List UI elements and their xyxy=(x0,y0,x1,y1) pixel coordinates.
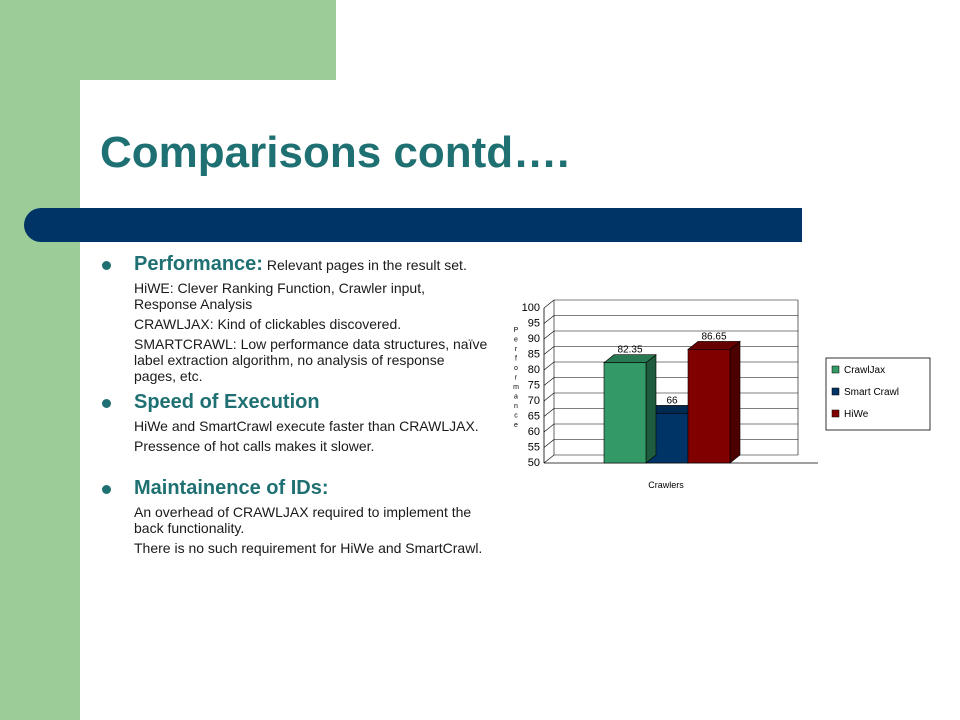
bar-side-2 xyxy=(729,340,741,464)
y-tick-label: 100 xyxy=(522,302,540,314)
decor-left-bar xyxy=(0,0,80,720)
data-label-0: 82.35 xyxy=(617,345,642,356)
legend-label-2: HiWe xyxy=(844,409,869,420)
y-tick-label: 70 xyxy=(528,395,540,407)
bar-side-0 xyxy=(645,354,657,464)
y-tick-label: 80 xyxy=(528,364,540,376)
legend-swatch-1 xyxy=(831,387,840,396)
grid-side-line xyxy=(543,315,555,324)
sub-point: HiWe and SmartCrawl execute faster than … xyxy=(134,418,479,434)
bullet-performance: Performance: Relevant pages in the resul… xyxy=(100,252,490,384)
bullet-dot xyxy=(102,485,111,494)
y-axis-label-char: m xyxy=(513,384,519,391)
legend-label-0: CrawlJax xyxy=(844,365,885,376)
grid-side-line xyxy=(543,408,555,417)
bar-0 xyxy=(603,362,647,464)
sub-point: There is no such requirement for HiWe an… xyxy=(134,540,483,556)
y-tick-label: 75 xyxy=(528,380,540,392)
y-axis-label-char: P xyxy=(514,327,519,334)
sub-point: HiWE: Clever Ranking Function, Crawler i… xyxy=(134,280,425,312)
legend-label-1: Smart Crawl xyxy=(844,387,899,398)
grid-side-line xyxy=(543,423,555,433)
bullet-heading: Performance: xyxy=(134,253,263,275)
legend-swatch-0 xyxy=(831,365,840,374)
y-tick-label: 60 xyxy=(528,426,540,438)
bullet-heading: Speed of Execution xyxy=(134,391,320,413)
sub-point: An overhead of CRAWLJAX required to impl… xyxy=(134,504,472,536)
grid-side-line xyxy=(543,454,555,464)
bullet-ids: Maintainence of IDs: An overhead of CRAW… xyxy=(100,476,490,556)
y-tick-label: 90 xyxy=(528,333,540,345)
bullet-dot xyxy=(102,261,111,270)
y-tick-label: 85 xyxy=(528,349,540,361)
bullet-lead: Relevant pages in the result set. xyxy=(262,257,467,273)
grid-side-line xyxy=(543,361,555,371)
sub-point: Pressence of hot calls makes it slower. xyxy=(134,438,375,454)
grid-side-line xyxy=(543,377,555,386)
legend-box xyxy=(825,357,931,431)
data-label-2: 86.65 xyxy=(701,331,726,342)
grid-side-line xyxy=(543,392,555,402)
grid-side-line xyxy=(543,346,555,355)
y-axis-label-char: n xyxy=(514,403,518,410)
sub-point: CRAWLJAX: Kind of clickables discovered. xyxy=(134,316,402,332)
y-axis-label-char: f xyxy=(515,356,517,363)
y-tick-label: 95 xyxy=(528,318,540,330)
title-underline-band xyxy=(24,208,802,242)
bullet-heading: Maintainence of IDs: xyxy=(134,477,329,499)
legend-swatch-2 xyxy=(831,409,840,418)
grid-side-line xyxy=(543,330,555,340)
sub-point: SMARTCRAWL: Low performance data structu… xyxy=(134,336,488,384)
y-axis-label-char: r xyxy=(515,375,518,382)
y-axis-label-char: o xyxy=(514,365,518,372)
bar-2 xyxy=(687,349,731,464)
data-label-1: 66 xyxy=(666,395,678,406)
bullet-dot xyxy=(102,399,111,408)
slide-title: Comparisons contd…. xyxy=(100,128,570,177)
y-axis-label-char: e xyxy=(514,422,518,429)
chart-svg: 50556065707580859095100Performance6682.3… xyxy=(513,299,931,490)
grid-side-line xyxy=(543,299,555,309)
x-axis-label: Crawlers xyxy=(648,480,684,490)
y-tick-label: 50 xyxy=(528,457,540,469)
y-axis-label-char: a xyxy=(514,394,518,401)
bullet-speed: Speed of Execution HiWe and SmartCrawl e… xyxy=(100,390,490,454)
grid-side-line xyxy=(543,439,555,448)
y-tick-label: 55 xyxy=(528,442,540,454)
decor-top-block xyxy=(80,0,336,80)
y-axis-label-char: r xyxy=(515,346,518,353)
y-axis-label-char: e xyxy=(514,337,518,344)
y-tick-label: 65 xyxy=(528,411,540,423)
bullet-list: Performance: Relevant pages in the resul… xyxy=(100,252,490,556)
y-axis-label-char: c xyxy=(514,413,518,420)
